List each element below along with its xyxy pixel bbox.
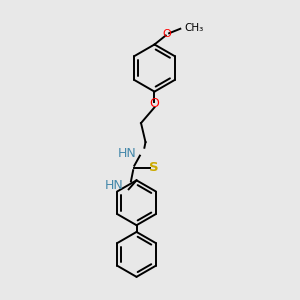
Text: HN: HN bbox=[104, 179, 123, 192]
Text: O: O bbox=[150, 98, 159, 110]
Text: HN: HN bbox=[118, 147, 136, 160]
Text: CH₃: CH₃ bbox=[185, 22, 204, 33]
Text: O: O bbox=[163, 29, 171, 39]
Text: S: S bbox=[148, 161, 158, 175]
